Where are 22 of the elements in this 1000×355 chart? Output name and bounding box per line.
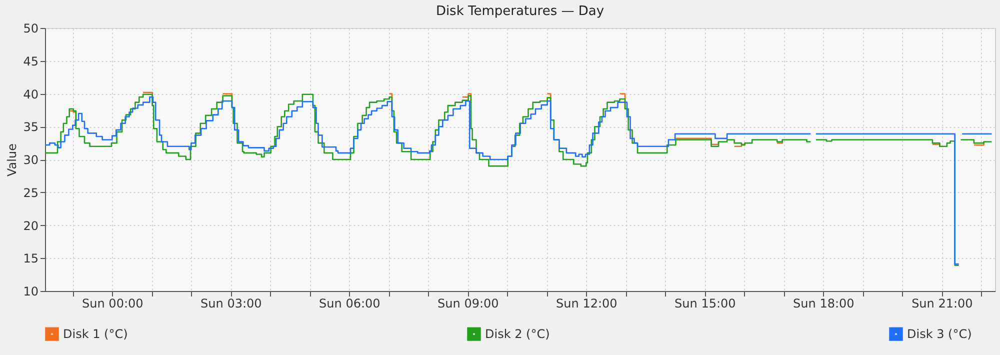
x-tick-label: Sun 09:00 [438,296,499,310]
y-tick-label: 10 [23,284,38,298]
x-tick-label: Sun 12:00 [556,296,618,310]
y-tick-label: 30 [23,153,38,167]
x-tick-label: Sun 15:00 [674,296,736,310]
legend-label: Disk 1 (°C) [63,327,128,342]
legend-label: Disk 3 (°C) [907,327,972,342]
x-tick-label: Sun 18:00 [793,296,854,310]
chart-title: Disk Temperatures — Day [436,4,604,19]
y-tick-label: 20 [23,218,38,233]
y-tick-label: 35 [23,120,38,134]
y-tick-label: 50 [23,22,38,36]
x-tick-label: Sun 21:00 [912,296,973,310]
legend-label: Disk 2 (°C) [485,327,550,342]
y-tick-label: 45 [23,54,38,68]
y-tick-label: 15 [23,252,38,266]
x-tick-label: Sun 00:00 [82,296,144,310]
x-tick-label: Sun 03:00 [200,296,262,310]
y-tick-label: 25 [23,186,38,200]
y-axis-title: Value [5,144,20,176]
y-tick-label: 40 [23,87,38,102]
x-tick-label: Sun 06:00 [319,296,380,310]
